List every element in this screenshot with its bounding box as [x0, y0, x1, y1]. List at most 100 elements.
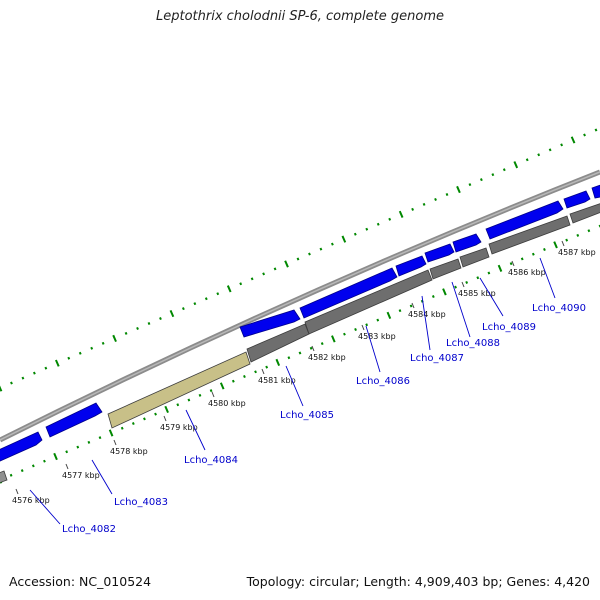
cds-feature[interactable]	[239, 309, 301, 338]
skew-tick	[169, 309, 175, 318]
skew-tick	[576, 233, 580, 237]
gene-label[interactable]: Lcho_4087	[410, 353, 464, 364]
gene-leader-line	[479, 277, 504, 317]
gene-feature[interactable]	[488, 215, 571, 255]
skew-tick	[101, 341, 105, 345]
skew-tick	[239, 282, 243, 286]
gene-label[interactable]: Lcho_4085	[280, 410, 334, 421]
cds-feature[interactable]	[485, 200, 564, 240]
skew-tick	[587, 229, 591, 233]
gene-feature[interactable]	[0, 470, 8, 484]
gene-label[interactable]: Lcho_4083	[114, 497, 168, 508]
kbp-label: 4579 kbp	[160, 423, 198, 432]
skew-tick	[98, 436, 102, 440]
skew-tick	[43, 459, 46, 463]
skew-tick	[32, 371, 36, 375]
skew-tick	[204, 297, 208, 301]
skew-tick	[386, 311, 392, 319]
accession-text: Accession: NC_010524	[9, 574, 152, 589]
skew-tick	[308, 252, 311, 256]
kbp-label: 4585 kbp	[458, 289, 496, 298]
cds-feature[interactable]	[563, 190, 591, 209]
skew-tick	[136, 326, 139, 330]
skew-tick	[431, 295, 435, 299]
tick-row-outer	[0, 128, 598, 392]
skew-tick	[0, 385, 3, 392]
kbp-label: 4576 kbp	[12, 496, 50, 505]
kbp-tick	[461, 281, 465, 288]
skew-tick	[143, 417, 146, 421]
skew-tick	[513, 161, 519, 169]
skew-tick	[376, 318, 380, 322]
skew-tick	[434, 197, 437, 201]
gene-feature-highlighted[interactable]	[107, 351, 251, 429]
kbp-label: 4577 kbp	[62, 471, 100, 480]
kbp-tick	[411, 302, 415, 309]
skew-tick	[9, 473, 13, 477]
gene-label[interactable]: Lcho_4089	[482, 322, 536, 333]
skew-tick	[330, 242, 334, 246]
gene-feature[interactable]	[569, 203, 600, 224]
skew-tick	[243, 375, 246, 379]
skew-tick	[570, 136, 576, 144]
gene-leader-line	[421, 295, 431, 351]
cds-feature[interactable]	[424, 243, 455, 263]
gene-label[interactable]: Lcho_4084	[184, 455, 238, 466]
skew-tick	[365, 323, 369, 327]
cds-feature[interactable]	[0, 431, 43, 462]
cds-feature[interactable]	[299, 267, 398, 319]
skew-tick	[365, 227, 369, 231]
skew-tick	[309, 346, 313, 350]
kbp-label: 4587 kbp	[558, 248, 596, 257]
skew-tick	[502, 168, 506, 172]
skew-tick	[108, 429, 114, 437]
backbone-arc-highlight	[0, 171, 600, 441]
skew-tick	[112, 334, 117, 342]
gene-feature[interactable]	[304, 269, 433, 335]
kbp-tick	[113, 439, 117, 446]
cds-feature[interactable]	[45, 402, 103, 438]
gene-label[interactable]: Lcho_4086	[356, 376, 410, 387]
skew-tick	[275, 358, 281, 367]
kbp-tick	[311, 345, 315, 352]
skew-tick	[565, 238, 569, 242]
gene-feature[interactable]	[459, 247, 490, 268]
skew-tick	[287, 356, 291, 360]
skew-tick	[78, 351, 82, 355]
gene-leader-line	[29, 489, 61, 525]
skew-tick	[262, 272, 266, 276]
skew-tick	[537, 153, 541, 157]
skew-tick	[548, 148, 552, 152]
skew-tick	[147, 322, 151, 325]
cds-feature[interactable]	[395, 255, 427, 277]
skew-tick	[520, 257, 524, 261]
skew-tick	[341, 235, 347, 243]
gene-label[interactable]: Lcho_4090	[532, 303, 586, 314]
tick-row-inner	[0, 224, 600, 484]
skew-tick	[90, 346, 94, 350]
skew-tick	[445, 193, 449, 196]
skew-tick	[216, 292, 220, 296]
skew-tick	[284, 260, 289, 268]
skew-tick	[583, 133, 586, 137]
skew-tick	[67, 356, 71, 360]
skew-tick	[479, 178, 483, 182]
gene-leader-line	[285, 365, 304, 407]
skew-tick	[265, 365, 269, 369]
skew-tick	[388, 217, 392, 221]
cds-feature[interactable]	[591, 183, 600, 199]
skew-tick	[296, 257, 300, 261]
skew-tick	[594, 128, 598, 132]
skew-tick	[298, 351, 302, 355]
kbp-label: 4584 kbp	[408, 310, 446, 319]
kbp-label: 4583 kbp	[358, 332, 396, 341]
kbp-label: 4581 kbp	[258, 376, 296, 385]
kbp-label: 4582 kbp	[308, 353, 346, 362]
skew-tick	[120, 426, 124, 430]
gene-feature[interactable]	[429, 258, 462, 280]
kbp-tick	[15, 488, 19, 495]
gene-label[interactable]: Lcho_4082	[62, 524, 116, 535]
cds-feature[interactable]	[452, 233, 482, 253]
skew-tick	[53, 452, 58, 461]
gene-label[interactable]: Lcho_4088	[446, 338, 500, 349]
